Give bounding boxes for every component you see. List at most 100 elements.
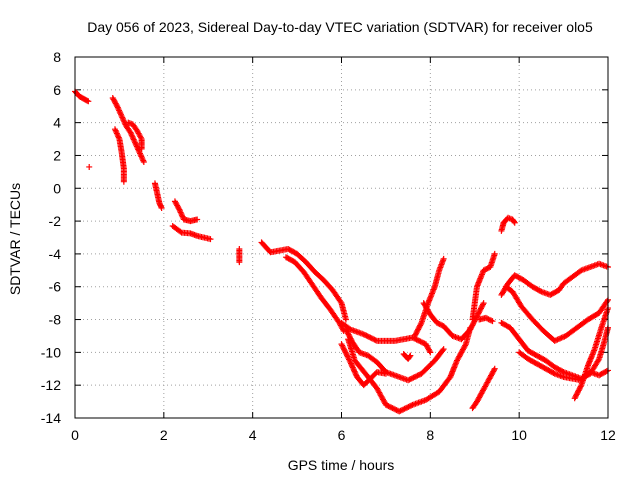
data-point: [560, 334, 567, 341]
data-point: [346, 332, 353, 339]
data-point: [435, 320, 442, 327]
y-tick-label: 0: [53, 180, 61, 196]
data-point: [407, 375, 414, 382]
series-track-07: [169, 223, 214, 243]
data-point: [408, 402, 415, 409]
data-point: [485, 316, 492, 323]
data-point: [349, 364, 356, 371]
data-point: [341, 348, 348, 355]
data-point: [177, 228, 184, 235]
data-point: [349, 363, 356, 370]
data-point: [386, 403, 393, 410]
series-track-21: [498, 214, 518, 234]
x-tick-label: 8: [426, 427, 434, 443]
data-point: [407, 352, 414, 359]
data-point: [337, 298, 344, 305]
x-axis-label: GPS time / hours: [288, 457, 395, 473]
series-track-08: [236, 245, 243, 266]
data-point: [400, 406, 407, 413]
data-point: [572, 393, 579, 400]
data-point: [389, 405, 396, 412]
data-point: [417, 338, 424, 345]
data-point: [344, 353, 351, 360]
data-point: [85, 98, 92, 105]
x-tick-label: 10: [511, 427, 527, 443]
series-track-26: [571, 305, 611, 402]
data-point: [137, 134, 144, 141]
data-point: [559, 368, 566, 375]
data-point: [475, 309, 482, 316]
data-point: [426, 347, 433, 354]
x-tick-label: 12: [600, 427, 616, 443]
y-tick-labels: -14 -12 -10 -8 -6 -4 -2 0 2 4 6 8: [41, 49, 61, 426]
data-point: [341, 346, 348, 353]
data-point: [480, 267, 487, 274]
data-point: [348, 361, 355, 368]
y-tick-label: -4: [49, 246, 62, 262]
data-point: [467, 326, 474, 333]
data-point: [467, 325, 474, 332]
y-tick-label: -6: [49, 279, 62, 295]
data-point: [573, 392, 580, 399]
data-point: [352, 371, 359, 378]
data-point: [236, 259, 243, 266]
data-point: [388, 404, 395, 411]
data-point: [347, 360, 354, 367]
data-point: [364, 333, 371, 340]
data-point: [555, 336, 562, 343]
data-point: [577, 384, 584, 391]
data-point: [343, 350, 350, 357]
data-point: [338, 341, 345, 348]
data-point: [175, 205, 182, 212]
series-track-14: [338, 341, 389, 389]
y-tick-label: 6: [53, 82, 61, 98]
data-point: [491, 250, 498, 257]
data-point: [490, 367, 497, 374]
data-point: [413, 336, 420, 343]
data-point: [481, 266, 488, 273]
data-point: [437, 321, 444, 328]
data-point: [416, 323, 423, 330]
data-point: [340, 345, 347, 352]
data-point: [476, 308, 483, 315]
data-point: [479, 301, 486, 308]
data-point: [347, 359, 354, 366]
chart-title: Day 056 of 2023, Sidereal Day-to-day VTE…: [87, 19, 593, 35]
data-point: [86, 163, 93, 170]
data-point: [477, 305, 484, 312]
y-tick-label: -2: [49, 213, 62, 229]
data-point: [113, 101, 120, 108]
data-point: [478, 304, 485, 311]
data-point: [370, 335, 377, 342]
y-tick-label: -8: [49, 312, 62, 328]
data-point: [415, 326, 422, 333]
data-point: [362, 331, 369, 338]
data-point: [344, 330, 351, 337]
data-point: [343, 327, 350, 334]
data-point: [576, 386, 583, 393]
data-point: [351, 368, 358, 375]
data-point: [413, 373, 420, 380]
data-point: [415, 372, 422, 379]
data-point: [352, 369, 359, 376]
data-point: [346, 357, 353, 364]
data-point: [603, 368, 610, 375]
data-point: [427, 349, 434, 356]
data-point: [342, 326, 349, 333]
data-point: [371, 336, 378, 343]
data-point: [470, 319, 477, 326]
data-point: [414, 372, 421, 379]
data-point: [404, 404, 411, 411]
data-point: [345, 355, 352, 362]
series-track-15: [400, 351, 414, 362]
data-point: [416, 337, 423, 344]
series-track-22: [498, 260, 611, 298]
data-point: [595, 357, 602, 364]
data-point: [406, 353, 413, 360]
data-point: [469, 322, 476, 329]
data-point: [405, 403, 412, 410]
data-point: [433, 319, 440, 326]
data-point: [440, 255, 447, 262]
data-point: [412, 331, 419, 338]
series-track-23: [502, 283, 611, 344]
